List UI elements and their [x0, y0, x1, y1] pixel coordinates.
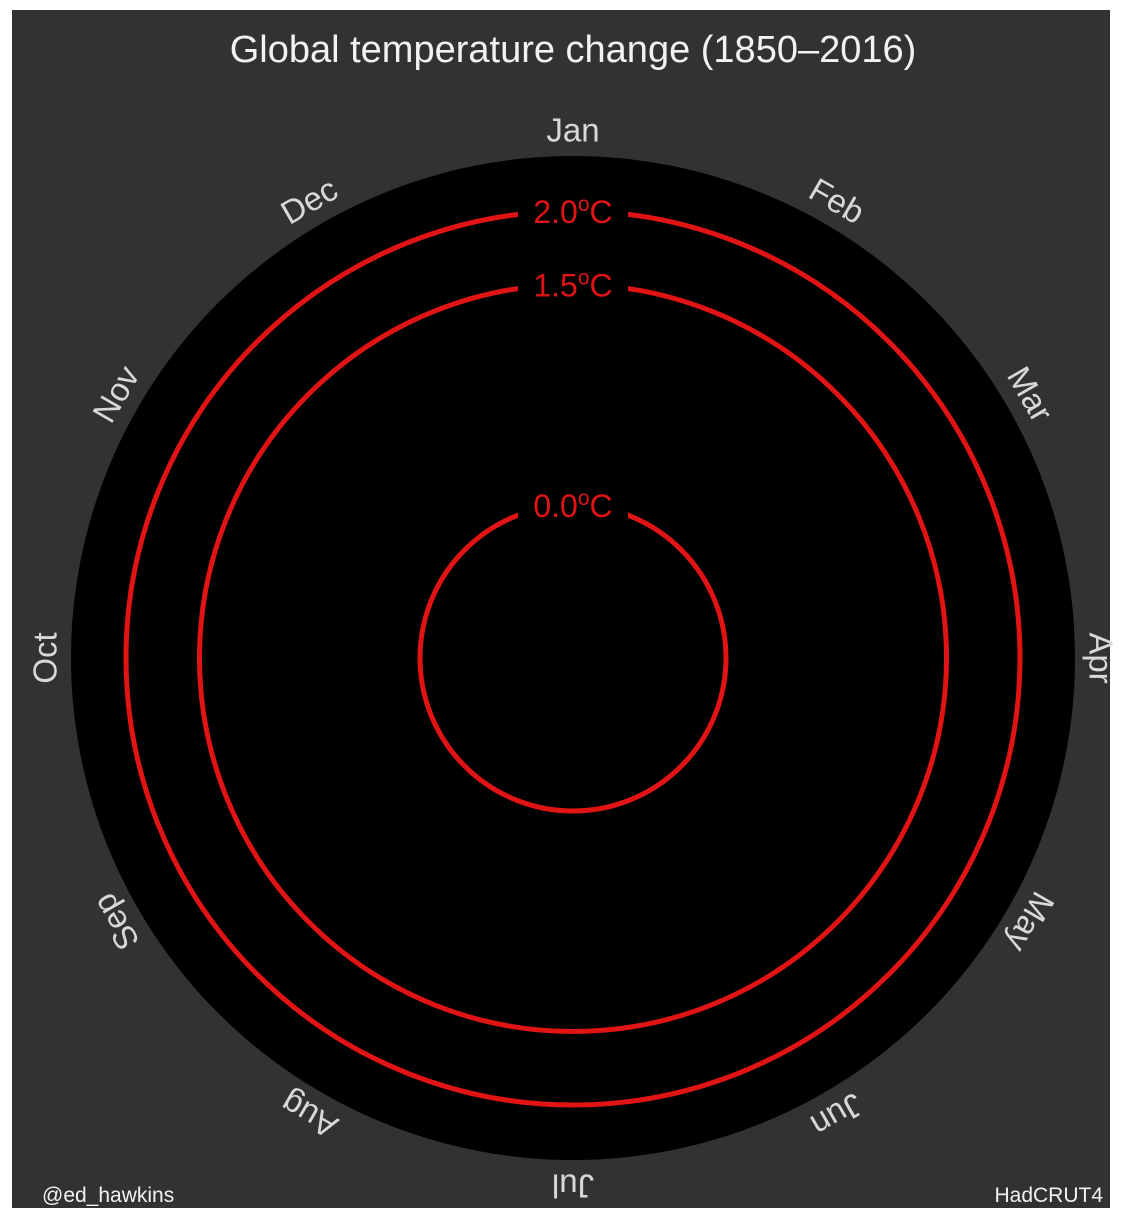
chart-title: Global temperature change (1850–2016)	[230, 29, 917, 71]
month-label-apr: Apr	[1083, 632, 1120, 683]
ring-label-0: 0.0oC	[533, 487, 612, 524]
month-label-jul: Jul	[552, 1168, 594, 1205]
data-source-credit: HadCRUT4	[994, 1184, 1103, 1207]
author-credit: @ed_hawkins	[42, 1184, 174, 1207]
plot-area-disc	[71, 156, 1075, 1160]
ring-label-2: 2.0oC	[533, 193, 612, 230]
ring-label-1-5: 1.5oC	[533, 267, 612, 304]
month-label-jan: Jan	[546, 112, 599, 149]
month-label-oct: Oct	[27, 632, 64, 683]
